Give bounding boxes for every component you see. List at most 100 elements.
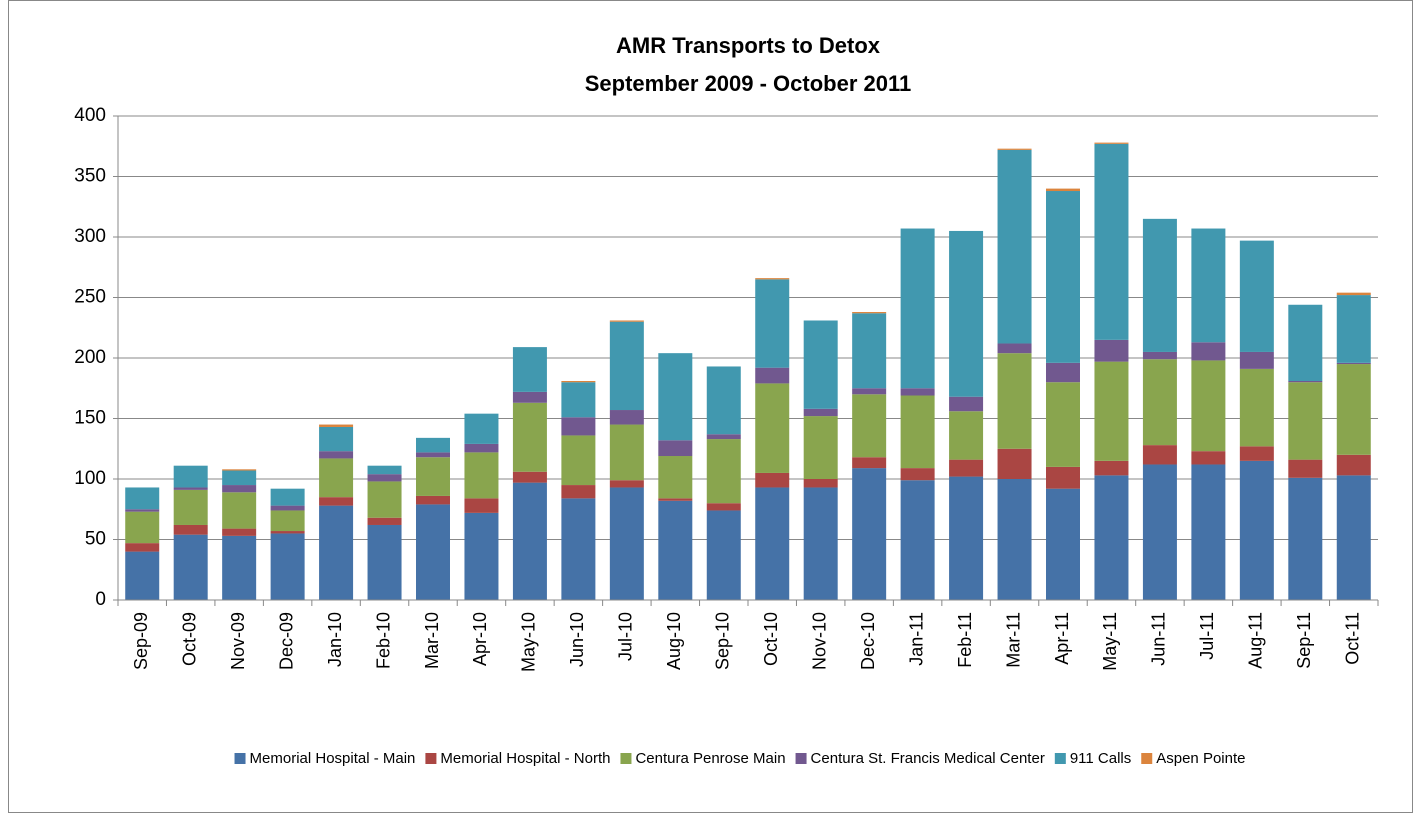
bar-segment (706, 510, 741, 600)
bar-segment (125, 551, 160, 600)
bar-segment (852, 313, 887, 389)
bar-segment (949, 396, 984, 412)
bar-segment (464, 512, 499, 600)
x-tick-label: Jan-11 (906, 612, 926, 666)
bar-segment (1336, 292, 1371, 296)
bar-segment (852, 468, 887, 600)
bar-segment (464, 452, 499, 499)
y-tick-label: 100 (74, 468, 106, 489)
bar-segment (173, 465, 208, 488)
bar-segment (319, 426, 354, 452)
bar-segment (1191, 342, 1226, 361)
bar-segment (949, 459, 984, 477)
bar-segment (125, 487, 160, 510)
legend-swatch (425, 753, 437, 764)
bar-segment (706, 366, 741, 435)
bar-segment (1336, 362, 1371, 365)
bar-segment (222, 528, 257, 536)
bar-segment (222, 470, 257, 486)
bar-segment (803, 416, 838, 479)
bar-segment (997, 479, 1032, 600)
bar-segment (755, 487, 790, 600)
y-tick-label: 300 (74, 226, 106, 247)
bar-segment (997, 149, 1032, 344)
x-tick-label: Sep-11 (1294, 612, 1314, 669)
bar-segment (125, 511, 160, 544)
bar-segment (512, 347, 547, 392)
bar-segment (1046, 382, 1080, 467)
bar-segment (900, 468, 935, 481)
bar-segment (1046, 362, 1080, 383)
bar-segment (1336, 454, 1371, 476)
bar-segment (803, 487, 838, 600)
bar-segment (1288, 477, 1323, 600)
bar-segment (1336, 475, 1371, 600)
bar-segment (464, 498, 499, 513)
bar-segment (512, 482, 547, 600)
x-tick-label: Feb-11 (955, 612, 975, 668)
bar-segment (1142, 218, 1177, 352)
bar-segment (1046, 188, 1080, 192)
bar-segment (1239, 460, 1274, 600)
bar-segment (319, 505, 354, 600)
bar-segment (1288, 304, 1323, 381)
bar-segment (997, 148, 1032, 150)
y-tick-label: 200 (74, 347, 106, 368)
bar-segment (367, 517, 402, 525)
bar-segment (416, 452, 450, 458)
x-tick-label: Oct-09 (179, 612, 199, 666)
bar-segment (609, 321, 644, 411)
legend-label: Memorial Hospital - North (440, 750, 610, 767)
bar-segment (1094, 143, 1129, 340)
x-tick-label: Feb-10 (373, 612, 393, 669)
legend-label: Centura St. Francis Medical Center (811, 750, 1045, 767)
x-tick-label: Jun-10 (567, 612, 587, 667)
bar-segment (1288, 382, 1323, 460)
bar-segment (173, 489, 208, 525)
bar-segment (1142, 359, 1177, 446)
legend-swatch (234, 753, 246, 764)
bar-segment (173, 534, 208, 600)
bar-segment (125, 543, 160, 552)
bar-segment (900, 388, 935, 396)
y-tick-label: 150 (74, 408, 106, 429)
bar-segment (609, 480, 644, 488)
bar-segment (949, 476, 984, 600)
bar-segment (561, 435, 596, 486)
legend-swatch (1054, 753, 1066, 764)
bar-segment (706, 434, 741, 440)
legend: Memorial Hospital - Main Memorial Hospita… (234, 750, 1245, 767)
bar-segment (1239, 368, 1274, 447)
bar-segment (755, 278, 790, 280)
bar-segment (706, 503, 741, 511)
bar-segment (658, 353, 693, 441)
bar-segment (125, 509, 160, 512)
bar-segment (561, 382, 596, 418)
legend-label: Centura Penrose Main (635, 750, 785, 767)
bar-segment (997, 353, 1032, 449)
bar-segment (658, 500, 693, 600)
bar-segment (949, 411, 984, 460)
bar-segment (270, 533, 305, 600)
bar-segment (512, 402, 547, 472)
bar-segment (416, 457, 450, 496)
x-tick-label: Apr-10 (470, 612, 490, 666)
bar-segment (755, 367, 790, 384)
bar-segment (1046, 191, 1080, 363)
y-tick-label: 250 (74, 287, 106, 308)
bar-segment (1288, 459, 1323, 478)
x-tick-label: Mar-11 (1003, 612, 1023, 668)
x-tick-label: Nov-10 (809, 612, 829, 670)
bar-segment (1046, 466, 1080, 489)
x-tick-label: Jul-10 (616, 612, 636, 661)
bar-segment (1239, 351, 1274, 369)
bar-segment (658, 440, 693, 457)
bar-segment (416, 504, 450, 600)
bar-segment (319, 451, 354, 459)
bar-segment (270, 505, 305, 511)
bar-segment (997, 448, 1032, 479)
bar-segment (1336, 364, 1371, 455)
bar-segment (416, 495, 450, 505)
legend-swatch (620, 753, 632, 764)
